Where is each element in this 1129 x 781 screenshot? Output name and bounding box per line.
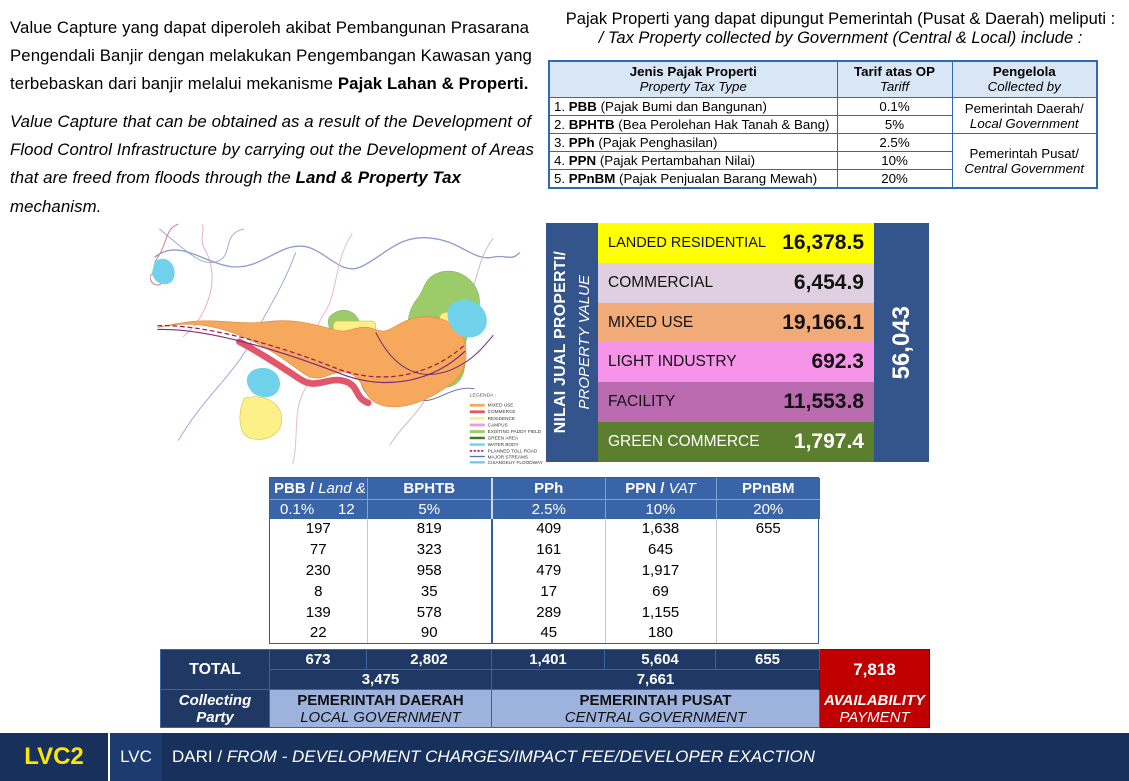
svg-text:CAMPUS: CAMPUS: [488, 422, 508, 427]
svg-text:GREEN AREA: GREEN AREA: [488, 436, 519, 441]
svg-text:LEGENDA :: LEGENDA :: [470, 392, 496, 398]
svg-text:EXISTING PADDY FIELD: EXISTING PADDY FIELD: [488, 429, 542, 434]
svg-text:COMMERCE: COMMERCE: [488, 409, 516, 414]
svg-text:MAJOR STREAMS: MAJOR STREAMS: [488, 454, 528, 459]
svg-text:WATER BODY: WATER BODY: [488, 442, 520, 447]
svg-text:RESIDENCE: RESIDENCE: [488, 416, 515, 421]
svg-text:CISANGKUY FLOODWAY: CISANGKUY FLOODWAY: [488, 460, 544, 464]
svg-text:PLANNED TOLL ROAD: PLANNED TOLL ROAD: [488, 449, 538, 454]
svg-text:MIXED USE: MIXED USE: [488, 403, 514, 408]
